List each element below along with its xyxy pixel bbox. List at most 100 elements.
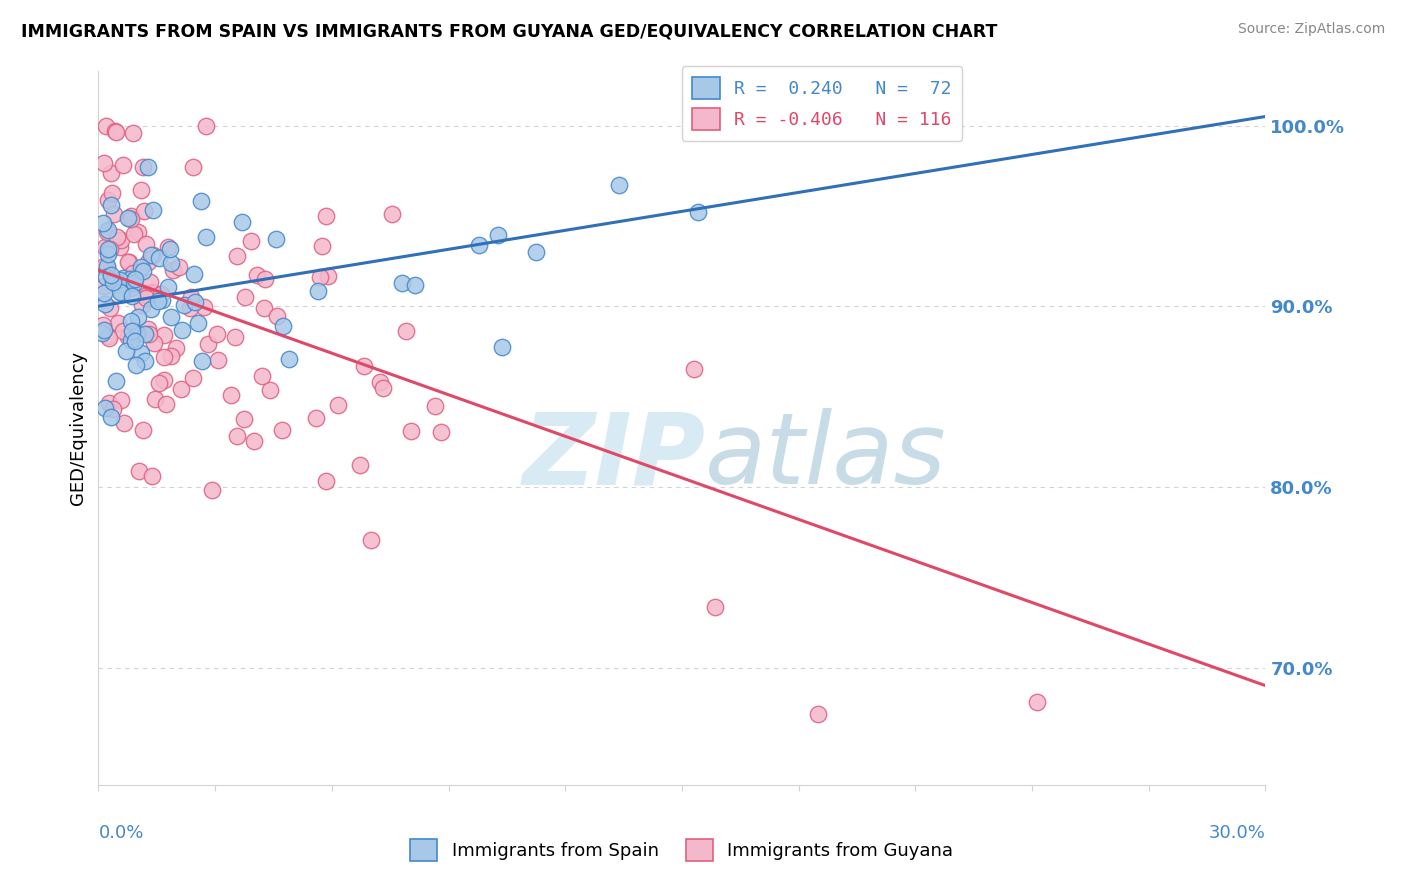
Point [142,248,165,262]
Point [136,254,159,268]
Point [159,243,181,257]
Point [120,211,142,226]
Point [103,275,125,289]
Text: ZIP: ZIP [522,409,706,505]
Point [250,369,273,384]
Point [1025,694,1047,708]
Point [145,392,167,407]
Point [112,416,135,430]
Point [93,155,115,169]
Point [486,227,509,242]
Point [110,278,132,293]
Point [165,341,187,355]
Point [193,300,215,314]
Point [117,255,139,269]
Point [404,278,426,293]
Point [187,316,209,330]
Point [197,336,219,351]
Point [141,285,163,299]
Point [121,289,143,303]
Point [124,334,146,349]
Point [136,161,159,175]
Point [132,423,155,437]
Point [160,310,183,324]
Point [96,259,118,273]
Point [138,285,160,300]
Point [128,226,150,240]
Point [128,464,150,478]
Point [233,290,256,304]
Point [807,706,830,721]
Point [271,423,294,437]
Point [360,533,382,547]
Point [107,316,129,330]
Y-axis label: GED/Equivalency: GED/Equivalency [69,351,87,505]
Point [100,198,122,212]
Point [110,233,132,247]
Point [117,211,139,226]
Point [349,458,371,472]
Point [160,349,183,363]
Point [155,397,177,411]
Point [98,301,121,316]
Point [98,243,121,257]
Text: IMMIGRANTS FROM SPAIN VS IMMIGRANTS FROM GUYANA GED/EQUIVALENCY CORRELATION CHAR: IMMIGRANTS FROM SPAIN VS IMMIGRANTS FROM… [21,22,997,40]
Point [226,249,249,263]
Point [169,260,191,274]
Point [97,193,120,207]
Point [152,328,174,343]
Point [93,259,115,273]
Point [231,215,253,229]
Point [124,272,146,286]
Point [429,425,451,439]
Point [311,238,333,252]
Point [117,329,139,343]
Point [94,401,117,415]
Point [368,376,391,390]
Point [93,240,115,254]
Point [226,429,249,443]
Text: Source: ZipAtlas.com: Source: ZipAtlas.com [1237,22,1385,37]
Point [146,293,169,308]
Point [316,268,339,283]
Text: 30.0%: 30.0% [1209,824,1265,842]
Point [93,279,115,293]
Point [157,280,180,294]
Point [134,327,156,342]
Point [134,203,156,218]
Point [110,240,132,254]
Point [173,297,195,311]
Point [142,203,165,218]
Point [191,353,214,368]
Point [108,273,131,287]
Point [138,326,160,341]
Point [468,238,491,252]
Point [121,126,143,140]
Point [139,248,162,262]
Point [94,297,117,311]
Point [153,373,176,387]
Point [120,281,142,295]
Point [97,223,120,237]
Point [232,411,254,425]
Point [132,160,155,174]
Point [139,275,162,289]
Point [132,263,155,277]
Point [170,323,193,337]
Point [94,269,117,284]
Point [97,331,120,345]
Point [423,399,446,413]
Point [181,370,204,384]
Point [866,82,889,96]
Point [148,376,170,390]
Point [111,324,134,338]
Point [100,410,122,425]
Point [111,159,134,173]
Legend: Immigrants from Spain, Immigrants from Guyana: Immigrants from Spain, Immigrants from G… [404,832,960,869]
Point [103,207,125,221]
Point [120,333,142,347]
Point [143,336,166,351]
Point [125,327,148,342]
Point [207,353,229,368]
Point [96,226,118,240]
